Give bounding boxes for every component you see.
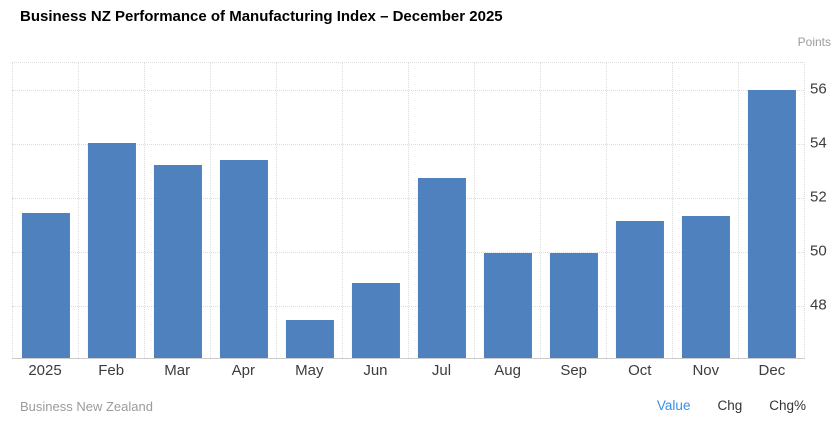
bar-column-2025 — [12, 63, 78, 358]
bar-column-jun — [342, 63, 408, 358]
bar-sep[interactable] — [549, 253, 598, 358]
bar-column-mar — [144, 63, 210, 358]
x-axis-label: Aug — [494, 362, 521, 379]
footer-tab-chg-pct[interactable]: Chg% — [769, 398, 806, 413]
bar-apr[interactable] — [219, 159, 268, 358]
x-axis: 2025 Feb Mar Apr May Jun Jul Aug Sep Oct Nov Dec — [12, 362, 805, 379]
x-axis-label: Nov — [692, 362, 720, 379]
x-axis-label: Feb — [98, 362, 125, 379]
bar-may[interactable] — [285, 320, 334, 358]
bar-column-oct — [606, 63, 672, 358]
x-axis-label: Jul — [431, 362, 452, 379]
plot-area — [12, 62, 805, 359]
x-axis-label: 2025 — [28, 362, 62, 379]
chart-title: Business NZ Performance of Manufacturing… — [20, 8, 503, 25]
bar-feb[interactable] — [87, 143, 136, 358]
x-axis-label: Oct — [628, 362, 652, 379]
x-axis-label: Mar — [164, 362, 191, 379]
y-axis: 48 50 52 54 56 — [810, 62, 838, 359]
bar-jun[interactable] — [351, 282, 400, 358]
bar-oct[interactable] — [615, 221, 664, 358]
bar-column-sep — [540, 63, 606, 358]
y-axis-label: 54 — [810, 134, 827, 152]
footer-tab-value[interactable]: Value — [656, 398, 691, 413]
bar-dec[interactable] — [747, 89, 796, 358]
bar-nov[interactable] — [681, 215, 730, 358]
y-axis-label: 56 — [810, 80, 827, 98]
bar-aug[interactable] — [483, 253, 532, 358]
bar-column-nov — [672, 63, 738, 358]
bar-column-jul — [408, 63, 474, 358]
bar-column-may — [276, 63, 342, 358]
x-axis-label: Sep — [560, 362, 588, 379]
y-axis-label: 50 — [810, 242, 827, 260]
x-axis-label: May — [295, 362, 324, 379]
y-axis-label: 48 — [810, 296, 827, 314]
footer-tabs: Value Chg Chg% — [657, 398, 806, 413]
bar-jul[interactable] — [417, 178, 466, 358]
y-axis-unit-label: Points — [797, 35, 831, 49]
bar-column-feb — [78, 63, 144, 358]
footer-tab-chg[interactable]: Chg — [717, 398, 743, 413]
x-axis-label: Dec — [758, 362, 786, 379]
bar-column-aug — [474, 63, 540, 358]
bar-2025[interactable] — [21, 213, 70, 358]
bar-column-apr — [210, 63, 276, 358]
x-axis-label: Jun — [363, 362, 388, 379]
y-axis-label: 52 — [810, 188, 827, 206]
bar-mar[interactable] — [153, 164, 202, 358]
bar-column-dec — [738, 63, 804, 358]
x-axis-label: Apr — [231, 362, 255, 379]
source-label: Business New Zealand — [20, 399, 153, 414]
